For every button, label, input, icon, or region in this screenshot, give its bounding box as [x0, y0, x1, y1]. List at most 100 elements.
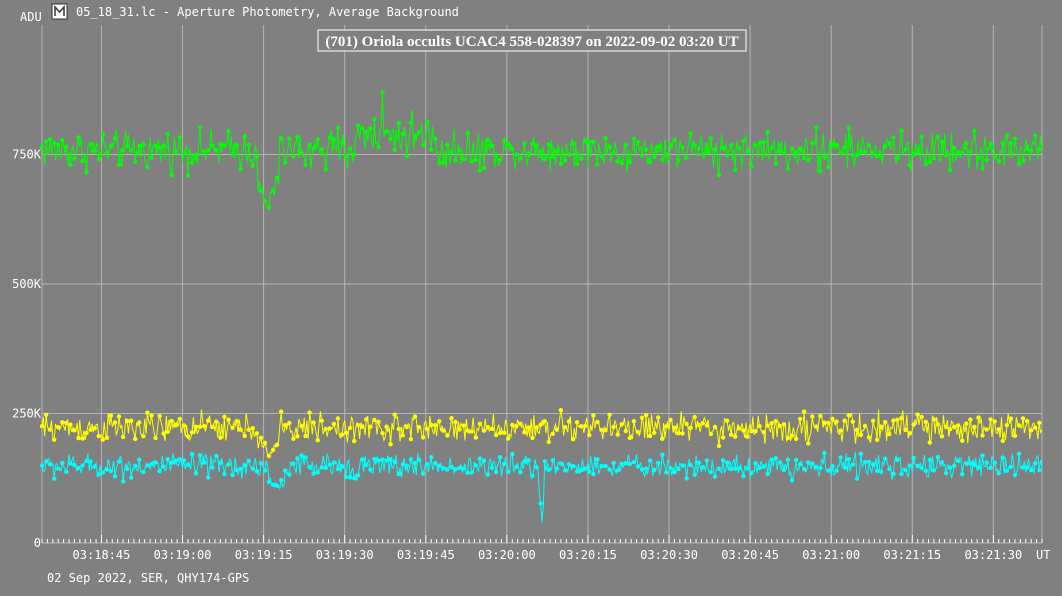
window-title-bar: 05_18_31.lc - Aperture Photometry, Avera… — [51, 3, 459, 20]
data-point — [542, 419, 547, 424]
data-point — [189, 430, 195, 435]
data-point — [814, 424, 819, 429]
data-point — [218, 460, 223, 465]
x-tick-label: 03:20:00 — [478, 548, 536, 562]
data-point — [299, 150, 304, 156]
data-point — [692, 472, 697, 477]
data-point — [749, 470, 754, 476]
data-point — [656, 460, 661, 466]
data-point — [258, 188, 264, 193]
y-tick-label: 0 — [34, 536, 41, 550]
data-point — [506, 469, 511, 475]
data-point — [1029, 428, 1034, 433]
data-point — [729, 466, 734, 472]
data-point — [692, 414, 697, 420]
data-point — [684, 421, 689, 427]
series-2 — [39, 408, 1043, 459]
data-point — [846, 413, 851, 418]
data-point — [339, 432, 345, 437]
data-point — [108, 413, 114, 418]
data-point — [502, 461, 507, 466]
data-point — [870, 418, 876, 423]
data-point — [631, 460, 637, 465]
data-point — [716, 466, 722, 471]
data-point — [623, 142, 628, 147]
data-point — [724, 418, 730, 423]
data-point — [923, 419, 928, 425]
data-point — [879, 424, 884, 429]
data-point — [522, 430, 527, 435]
data-point — [437, 161, 442, 166]
data-point — [339, 140, 345, 145]
data-point — [161, 431, 166, 436]
data-point — [720, 458, 726, 463]
data-point — [729, 432, 734, 437]
data-point — [781, 467, 787, 473]
data-point — [692, 142, 697, 148]
data-point — [753, 429, 758, 434]
data-point — [688, 131, 693, 136]
data-point — [931, 417, 937, 422]
data-point — [242, 133, 247, 139]
data-point — [834, 468, 839, 473]
data-point — [542, 156, 547, 162]
data-point — [137, 143, 142, 149]
data-point — [92, 148, 97, 153]
data-point — [785, 166, 791, 172]
data-point — [838, 455, 843, 460]
data-point — [534, 465, 539, 470]
data-point — [704, 458, 710, 463]
data-point — [1020, 158, 1026, 163]
data-point — [149, 155, 154, 160]
data-point — [311, 146, 316, 151]
data-point — [238, 427, 243, 432]
data-point — [226, 417, 231, 422]
data-point — [64, 420, 69, 426]
data-point — [562, 158, 568, 163]
data-point — [380, 90, 385, 95]
data-point — [834, 142, 839, 148]
data-point — [615, 468, 620, 473]
data-point — [242, 433, 247, 439]
data-point — [635, 429, 641, 435]
series-1 — [39, 90, 1043, 210]
data-point — [741, 138, 746, 144]
data-point — [283, 160, 288, 165]
data-point — [303, 433, 308, 439]
data-point — [862, 459, 868, 465]
data-point — [915, 150, 920, 155]
data-point — [88, 459, 93, 464]
data-point — [566, 152, 572, 157]
data-point — [919, 465, 924, 471]
data-point — [785, 457, 791, 462]
data-point — [449, 149, 454, 155]
data-point — [416, 424, 422, 430]
data-point — [927, 159, 932, 164]
data-point — [534, 143, 539, 148]
data-point — [931, 468, 937, 473]
data-point — [874, 153, 880, 159]
data-point — [477, 456, 482, 461]
chart-title-box: (701) Oriola occults UCAC4 558-028397 on… — [317, 29, 747, 52]
data-point — [116, 162, 122, 167]
data-point — [400, 131, 405, 137]
data-point — [518, 156, 523, 161]
data-point — [429, 422, 434, 428]
x-tick-label: 03:21:15 — [883, 548, 941, 562]
data-point — [587, 469, 592, 474]
data-point — [343, 430, 349, 435]
data-point — [947, 465, 953, 470]
data-point — [1000, 438, 1005, 444]
data-point — [1000, 455, 1005, 460]
data-point — [502, 430, 507, 435]
data-point — [473, 463, 478, 468]
data-point — [108, 144, 114, 149]
data-point — [818, 465, 823, 471]
data-point — [980, 453, 985, 458]
data-point — [129, 475, 134, 480]
data-point — [935, 454, 941, 460]
data-point — [737, 146, 742, 151]
data-point — [700, 152, 705, 157]
data-point — [911, 152, 916, 157]
data-point — [668, 465, 673, 471]
